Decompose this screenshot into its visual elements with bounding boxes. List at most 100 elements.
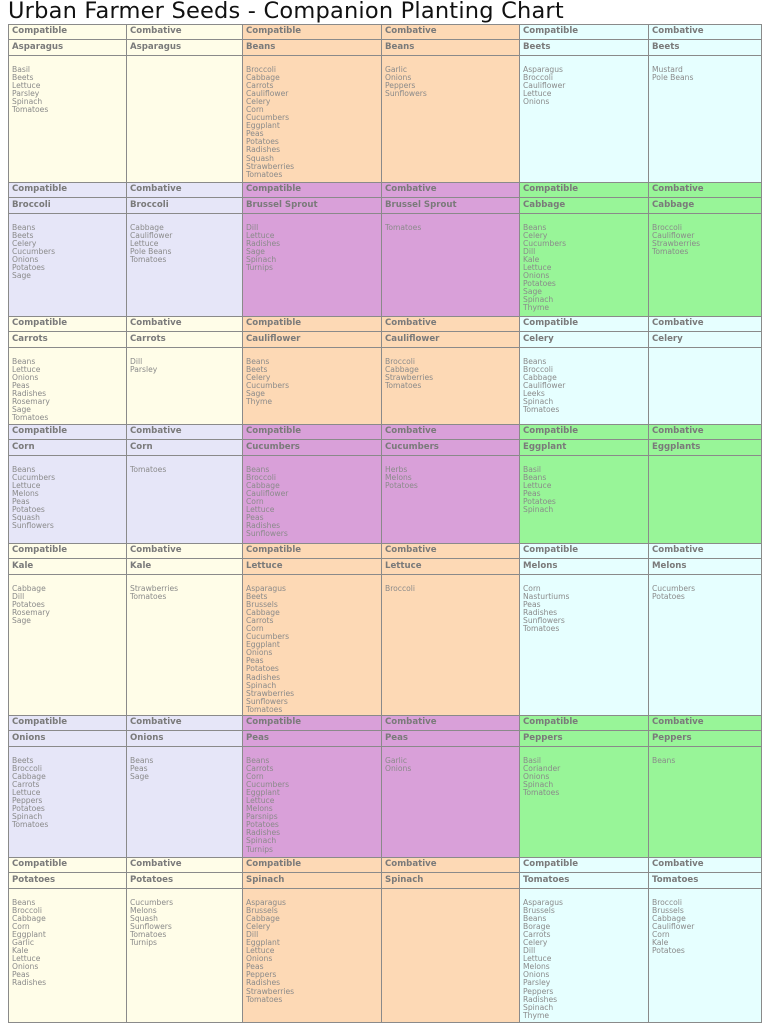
companion-item: Pole Beans xyxy=(130,247,172,257)
relationship-header: Compatible xyxy=(12,426,68,436)
plant-column: Compatible Cauliflower Beans Beets Celery Cuc… xyxy=(242,316,381,424)
companion-item: Brussels xyxy=(523,906,555,916)
companion-item: Beans xyxy=(523,357,547,366)
block-top-border xyxy=(8,316,762,317)
companion-item: Peas xyxy=(12,970,30,980)
companion-item: Eggplant xyxy=(12,930,46,940)
companion-list: Asparagus Broccoli Cauliflower Lettuce Onion… xyxy=(523,65,566,106)
relationship-header: Combative xyxy=(130,859,182,869)
companion-item: Potatoes xyxy=(246,137,279,147)
companion-item: Basil xyxy=(523,756,542,765)
companion-item: Radishes xyxy=(12,978,47,988)
plant-column: Compatible Beans Broccoli Cabbage Carrots Cau… xyxy=(242,24,381,182)
plant-column: Combative Spinach xyxy=(381,857,519,1022)
relationship-header: Combative xyxy=(385,26,437,36)
companion-item: Peppers xyxy=(246,970,277,980)
row-divider xyxy=(8,213,762,214)
companion-item: Kale xyxy=(523,255,540,265)
plant-column: Compatible Carrots Beans Lettuce Onions Peas R… xyxy=(8,316,126,424)
companion-item: Lettuce xyxy=(246,946,275,956)
companion-list: Basil Beans Lettuce Peas Potatoes Spinach xyxy=(523,465,556,514)
companion-item: Sunflowers xyxy=(523,616,565,626)
plant-name: Tomatoes xyxy=(652,875,699,885)
relationship-header: Combative xyxy=(385,545,437,555)
companion-item: Rosemary xyxy=(12,397,50,407)
companion-item: Carrots xyxy=(523,930,551,940)
block-top-border xyxy=(8,543,762,544)
companion-item: Strawberries xyxy=(652,239,701,249)
plant-column: Compatible Corn Beans Cucumbers Lettuce Melon… xyxy=(8,424,126,543)
plant-column: Combative Celery xyxy=(648,316,762,424)
companion-item: Beans xyxy=(523,223,547,232)
companion-item: Potatoes xyxy=(246,664,279,674)
companion-item: Tomatoes xyxy=(246,169,283,179)
companion-item: Broccoli xyxy=(12,764,43,774)
relationship-header: Combative xyxy=(385,318,437,328)
companion-item: Dill xyxy=(246,223,259,232)
plant-name: Potatoes xyxy=(12,875,56,885)
plant-name: Beans xyxy=(385,42,415,52)
companion-list: Cabbage Cauliflower Lettuce Pole Beans Tomat… xyxy=(130,223,172,264)
companion-item: Sage xyxy=(12,405,31,415)
companion-list: Beans Cucumbers Lettuce Melons Peas Potatoes S… xyxy=(12,465,55,530)
companion-item: Tomatoes xyxy=(385,381,422,391)
companion-item: Tomatoes xyxy=(246,704,283,714)
plant-column: Combative Eggplants xyxy=(648,424,762,543)
row-divider xyxy=(8,888,762,889)
companion-item: Cabbage xyxy=(246,73,280,83)
plant-name: Asparagus xyxy=(12,42,64,52)
companion-item: Celery xyxy=(246,373,271,383)
companion-item: Basil xyxy=(523,465,542,474)
companion-item: Sage xyxy=(523,287,542,297)
companion-list: Asparagus Brussels Beans Borage Carrots Celer… xyxy=(523,898,563,1020)
companion-list: Basil Coriander Onions Spinach Tomatoes xyxy=(523,756,560,798)
companion-item: Beets xyxy=(12,756,34,765)
companion-item: Spinach xyxy=(12,812,43,822)
companion-item: Potatoes xyxy=(652,592,685,602)
relationship-header: Combative xyxy=(130,318,182,328)
companion-item: Mustard xyxy=(652,65,683,74)
companion-item: Lettuce xyxy=(12,788,41,798)
companion-item: Squash xyxy=(246,153,274,163)
plant-name: Melons xyxy=(652,561,687,571)
relationship-header: Combative xyxy=(652,717,704,727)
companion-item: Cauliflower xyxy=(523,381,566,391)
companion-item: Eggplant xyxy=(246,121,280,131)
companion-item: Tomatoes xyxy=(523,788,560,798)
companion-list: Beans xyxy=(652,756,676,765)
companion-item: Lettuce xyxy=(523,89,552,99)
plant-column: Compatible Peppers Basil Coriander Onions Spi… xyxy=(519,715,648,857)
relationship-header: Combative xyxy=(652,184,704,194)
companion-list: Cabbage Dill Potatoes Rosemary Sage xyxy=(12,584,50,626)
relationship-header: Compatible xyxy=(523,545,579,555)
companion-item: Melons xyxy=(12,489,39,499)
companion-list: Tomatoes xyxy=(130,465,166,474)
row-divider xyxy=(8,455,762,456)
plant-name: Eggplant xyxy=(523,442,567,452)
companion-list: Beans Lettuce Onions Peas Radishes Rosemary Sa… xyxy=(12,357,50,422)
companion-item: Tomatoes xyxy=(130,930,167,940)
companion-item: Spinach xyxy=(246,680,277,690)
companion-item: Tomatoes xyxy=(12,105,49,115)
plant-name: Cucumbers xyxy=(385,442,439,452)
companion-item: Beans xyxy=(652,756,676,765)
companion-item: Cauliflower xyxy=(523,81,566,91)
plant-column: Combative Peppers Beans xyxy=(648,715,762,857)
block-top-border xyxy=(8,24,762,25)
plant-name: Peas xyxy=(246,733,270,743)
row-divider xyxy=(8,347,762,348)
companion-item: Celery xyxy=(246,922,271,932)
companion-list: Beans Carrots Corn Cucumbers Eggplant Lettuce… xyxy=(246,756,289,854)
companion-item: Cucumbers xyxy=(12,247,56,257)
companion-item: Beans xyxy=(246,357,270,366)
plant-name: Spinach xyxy=(385,875,424,885)
relationship-header: Combative xyxy=(652,859,704,869)
companion-item: Lettuce xyxy=(246,231,275,241)
plant-name: Onions xyxy=(12,733,46,743)
companion-list: Beans Beets Celery Cucumbers Sage Thyme xyxy=(246,357,289,406)
companion-item: Sage xyxy=(12,616,31,626)
relationship-header: Compatible xyxy=(523,859,579,869)
plant-name: Cauliflower xyxy=(385,334,440,344)
companion-item: Potatoes xyxy=(523,497,556,507)
row-divider xyxy=(8,439,762,440)
